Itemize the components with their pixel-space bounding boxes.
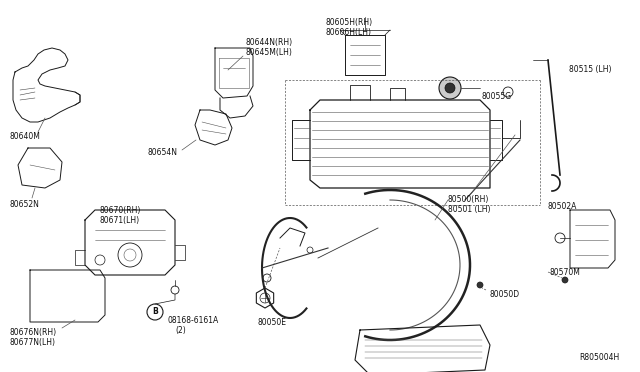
Text: 80570M: 80570M [550, 268, 581, 277]
Text: R805004H: R805004H [580, 353, 620, 362]
Circle shape [562, 277, 568, 283]
Text: 80645M(LH): 80645M(LH) [245, 48, 292, 57]
Text: 80515 (LH): 80515 (LH) [569, 65, 611, 74]
Text: 80606H(LH): 80606H(LH) [325, 28, 371, 37]
Text: 80605H(RH): 80605H(RH) [325, 18, 372, 27]
Text: 80055G: 80055G [482, 92, 512, 101]
Circle shape [445, 83, 455, 93]
Text: 80500(RH): 80500(RH) [448, 195, 490, 204]
Text: 80671(LH): 80671(LH) [100, 216, 140, 225]
Text: 80501 (LH): 80501 (LH) [448, 205, 490, 214]
Text: 80644N(RH): 80644N(RH) [245, 38, 292, 47]
Text: B: B [152, 308, 158, 317]
Text: 80654N: 80654N [148, 148, 178, 157]
Text: 08168-6161A: 08168-6161A [167, 316, 218, 325]
Text: 80640M: 80640M [10, 132, 41, 141]
Text: 80677N(LH): 80677N(LH) [10, 338, 56, 347]
Circle shape [477, 282, 483, 288]
Text: 80652N: 80652N [10, 200, 40, 209]
Text: 80676N(RH): 80676N(RH) [10, 328, 57, 337]
Text: 80502A: 80502A [548, 202, 577, 211]
Text: 80050D: 80050D [490, 290, 520, 299]
Text: 80670(RH): 80670(RH) [100, 206, 141, 215]
Circle shape [439, 77, 461, 99]
Text: 80050E: 80050E [257, 318, 286, 327]
Text: (2): (2) [175, 326, 186, 335]
